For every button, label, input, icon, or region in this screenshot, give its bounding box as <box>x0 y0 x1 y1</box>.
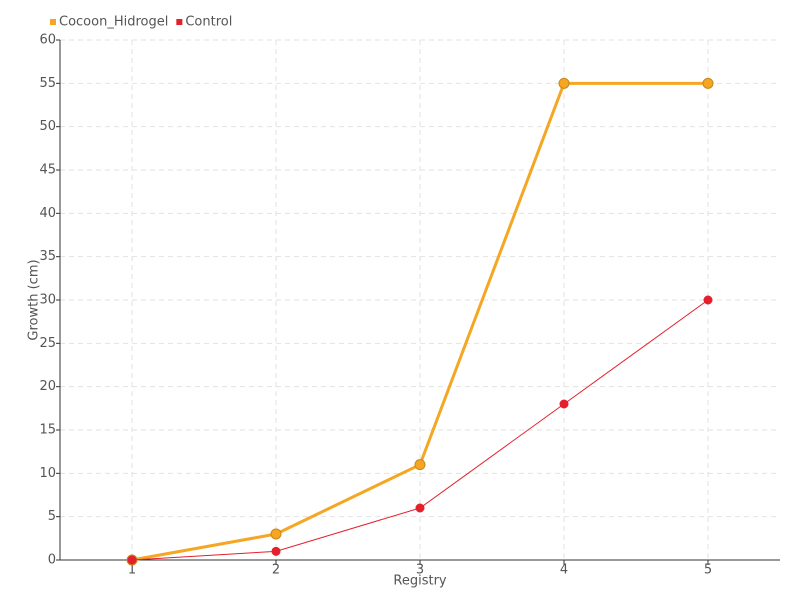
x-tick-label: 2 <box>272 563 280 578</box>
y-tick-label: 30 <box>39 293 56 308</box>
data-point <box>559 399 569 409</box>
data-point <box>415 503 425 513</box>
legend-swatch <box>176 19 183 25</box>
y-tick-label: 20 <box>39 379 56 394</box>
data-point <box>558 77 570 89</box>
y-axis-label: Growth (cm) <box>27 259 42 340</box>
y-tick-label: 35 <box>39 249 56 264</box>
x-tick-label: 5 <box>704 563 712 578</box>
legend-label: Control <box>185 15 232 30</box>
data-point <box>414 459 426 471</box>
y-tick-label: 50 <box>39 119 56 134</box>
x-tick-label: 1 <box>128 563 136 578</box>
y-tick-label: 10 <box>39 466 56 481</box>
data-point <box>270 528 282 540</box>
y-tick-label: 25 <box>39 336 56 351</box>
y-tick-label: 5 <box>48 509 56 524</box>
legend-swatch <box>50 19 56 25</box>
data-point <box>703 295 713 305</box>
y-tick-label: 40 <box>39 206 56 221</box>
legend-label: Cocoon_Hidrogel <box>59 15 168 30</box>
y-tick-label: 15 <box>39 423 56 438</box>
y-tick-label: 45 <box>39 163 56 178</box>
y-tick-label: 0 <box>48 553 56 568</box>
x-tick-label: 4 <box>560 563 568 578</box>
x-tick-label: 3 <box>416 563 424 578</box>
y-tick-label: 55 <box>39 76 56 91</box>
y-tick-label: 60 <box>39 33 56 48</box>
data-point <box>702 77 714 89</box>
x-axis-label: Registry <box>393 574 447 589</box>
data-point <box>127 555 137 565</box>
data-point <box>271 546 281 556</box>
